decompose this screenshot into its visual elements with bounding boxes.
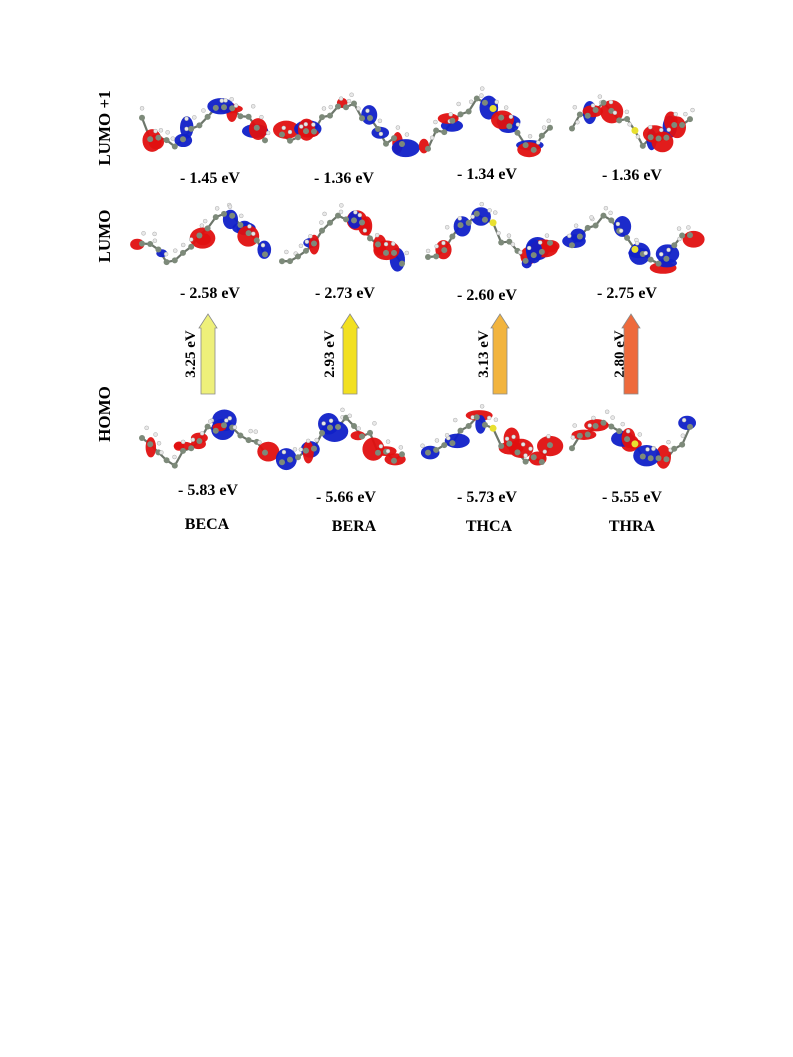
- row-label-homo: HOMO: [95, 386, 114, 442]
- column-bera: - 1.36 eV - 2.73 eV 2.93 eV - 5.66 eV BE…: [314, 170, 377, 535]
- beca-lumo1-orbital-image: [139, 97, 271, 152]
- bera-lumo1-energy: - 1.36 eV: [314, 170, 374, 187]
- thca-lumo-energy: - 2.60 eV: [457, 287, 517, 304]
- beca-lumo-energy: - 2.58 eV: [180, 285, 240, 302]
- thra-lumo-energy: - 2.75 eV: [597, 285, 657, 302]
- thra-gap-arrow: [621, 313, 641, 395]
- thra-lumo-orbital-image: [562, 205, 705, 274]
- thca-lumo-orbital-image: [425, 201, 560, 269]
- thra-name: THRA: [609, 518, 656, 535]
- beca-lumo-orbital-image: [130, 202, 272, 266]
- thra-lumo1-orbital-image: [569, 94, 695, 153]
- thca-gap-arrow: [490, 313, 510, 395]
- beca-gap-label: 3.25 eV: [183, 330, 199, 378]
- beca-lumo1-energy: - 1.45 eV: [180, 170, 240, 187]
- bera-gap-arrow: [340, 313, 360, 395]
- bera-lumo-energy: - 2.73 eV: [315, 285, 375, 302]
- thca-lumo1-energy: - 1.34 eV: [457, 166, 517, 183]
- orbital-images: [130, 86, 705, 471]
- thca-homo-orbital-image: [420, 404, 564, 466]
- row-label-lumo: LUMO: [95, 210, 114, 263]
- thra-homo-energy: - 5.55 eV: [602, 489, 662, 506]
- column-beca: - 1.45 eV - 2.58 eV 3.25 eV - 5.83 eV BE…: [178, 170, 240, 533]
- beca-homo-energy: - 5.83 eV: [178, 482, 238, 499]
- gap-arrows: [198, 313, 641, 395]
- thca-homo-energy: - 5.73 eV: [457, 489, 517, 506]
- bera-lumo1-orbital-image: [273, 92, 420, 158]
- bera-name: BERA: [332, 518, 377, 535]
- homo-lumo-figure: LUMO +1 LUMO HOMO - 1.45 eV - 2.58 eV 3.…: [95, 86, 705, 535]
- thra-lumo1-energy: - 1.36 eV: [602, 167, 662, 184]
- beca-gap-arrow: [198, 313, 218, 395]
- thca-name: THCA: [466, 518, 513, 535]
- beca-name: BECA: [185, 516, 230, 533]
- row-label-lumo1: LUMO +1: [95, 90, 114, 165]
- bera-lumo-orbital-image: [279, 203, 409, 272]
- beca-homo-orbital-image: [139, 409, 280, 469]
- thca-gap-label: 3.13 eV: [476, 330, 492, 378]
- thra-homo-orbital-image: [569, 409, 697, 469]
- bera-homo-energy: - 5.66 eV: [316, 489, 376, 506]
- bera-gap-label: 2.93 eV: [322, 330, 338, 378]
- column-thca: - 1.34 eV - 2.60 eV 3.13 eV - 5.73 eV TH…: [457, 166, 517, 535]
- thca-lumo1-orbital-image: [418, 86, 553, 158]
- bera-homo-orbital-image: [275, 407, 406, 471]
